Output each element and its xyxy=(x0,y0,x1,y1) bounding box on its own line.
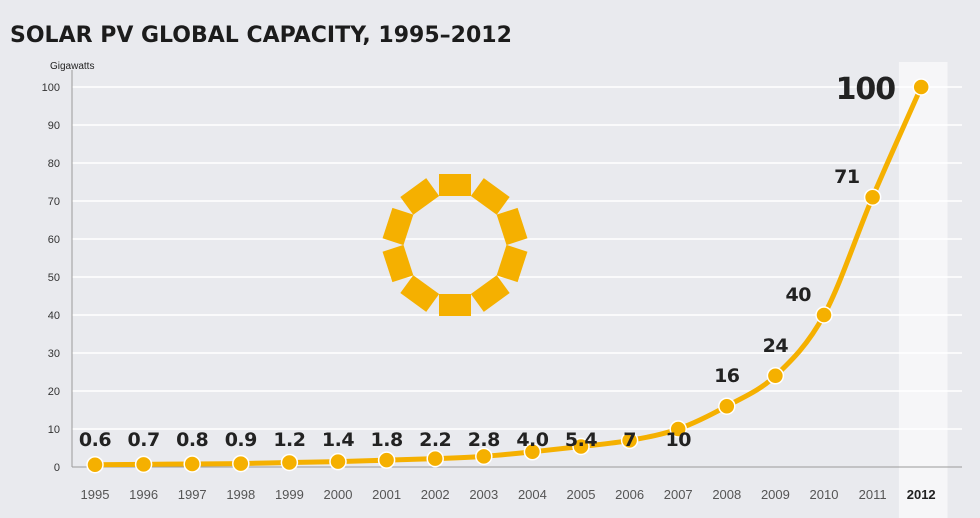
data-point-2010 xyxy=(815,306,833,324)
y-tick-label: 70 xyxy=(48,196,60,208)
highlight-band-2012 xyxy=(898,62,948,518)
chart-title: SOLAR PV GLOBAL CAPACITY, 1995–2012 xyxy=(10,23,512,48)
x-tick-label: 1998 xyxy=(226,487,255,502)
data-point-2008 xyxy=(718,397,736,415)
y-tick-label: 20 xyxy=(48,386,60,398)
x-tick-label: 2003 xyxy=(469,487,498,502)
x-tick-label: 1996 xyxy=(129,487,158,502)
y-tick-label: 30 xyxy=(48,348,60,360)
y-tick-label: 90 xyxy=(48,120,60,132)
sun-ray xyxy=(496,244,528,283)
data-point-2007 xyxy=(669,420,687,438)
sun-ray xyxy=(496,207,528,246)
data-label-2009: 24 xyxy=(763,335,789,357)
series-line-layer xyxy=(86,78,930,474)
y-tick-label: 0 xyxy=(54,462,60,474)
data-label-2011: 71 xyxy=(834,166,859,188)
data-label-1999: 1.2 xyxy=(273,429,305,451)
sun-ray xyxy=(439,174,471,196)
x-tick-label: 2002 xyxy=(421,487,450,502)
x-tick-label: 2005 xyxy=(567,487,596,502)
y-tick-label: 100 xyxy=(42,82,60,94)
y-tick-label: 50 xyxy=(48,272,60,284)
data-label-1995: 0.6 xyxy=(79,429,111,451)
data-point-1996 xyxy=(134,455,153,474)
sun-ray xyxy=(439,294,471,316)
data-point-1997 xyxy=(183,455,201,473)
data-point-1995 xyxy=(86,455,104,474)
axes: 0 10 20 30 40 50 60 70 80 90 100 1995 1996 1997 1998 19… xyxy=(42,70,962,502)
data-label-2001: 1.8 xyxy=(371,429,403,451)
x-tick-label: 2000 xyxy=(324,487,353,502)
data-point-1999 xyxy=(280,453,299,472)
x-tick-label: 2010 xyxy=(810,487,839,502)
data-point-2001 xyxy=(377,451,396,469)
sun-ray xyxy=(470,178,510,215)
x-tick-label: 2006 xyxy=(615,487,644,502)
y-tick-label: 60 xyxy=(48,234,60,246)
x-tick-label: 2012 xyxy=(907,487,936,502)
data-label-1996: 0.7 xyxy=(128,429,160,451)
x-tick-label: 2004 xyxy=(518,487,547,502)
data-point-2012 xyxy=(912,78,930,96)
data-point-2011 xyxy=(863,188,882,206)
x-tick-label: 1999 xyxy=(275,487,304,502)
data-label-2000: 1.4 xyxy=(322,429,354,451)
data-label-2004: 4.0 xyxy=(516,429,548,451)
x-tick-label: 2009 xyxy=(761,487,790,502)
data-label-2007: 10 xyxy=(665,429,691,451)
data-label-2003: 2.8 xyxy=(468,429,500,451)
data-labels: 0.6 0.7 0.8 0.9 1.2 1.4 1.8 2.2 2.8 4.0 5.4 7 10 16 24… xyxy=(79,72,896,451)
data-label-1997: 0.8 xyxy=(176,429,208,451)
data-label-2005: 5.4 xyxy=(565,429,597,451)
data-label-2010: 40 xyxy=(786,284,812,306)
data-point-1998 xyxy=(232,454,250,473)
y-tick-label: 40 xyxy=(48,310,60,322)
data-point-2002 xyxy=(426,449,444,468)
data-point-2000 xyxy=(329,452,347,471)
data-label-2008: 16 xyxy=(714,365,740,387)
sun-icon xyxy=(382,174,528,316)
data-point-2003 xyxy=(475,447,493,466)
data-point-2005 xyxy=(572,437,590,456)
sun-ray xyxy=(470,275,510,312)
x-tick-label: 1995 xyxy=(81,487,110,502)
y-tick-label: 80 xyxy=(48,158,60,170)
sun-ray xyxy=(400,178,440,215)
data-label-1998: 0.9 xyxy=(225,429,257,451)
data-point-2006 xyxy=(620,431,639,450)
x-tick-label: 2001 xyxy=(372,487,401,502)
y-tick-label: 10 xyxy=(48,424,60,436)
y-axis-unit-label: Gigawatts xyxy=(50,61,94,72)
data-point-2009 xyxy=(766,367,785,385)
x-tick-label: 2008 xyxy=(712,487,741,502)
data-label-2006: 7 xyxy=(623,429,636,451)
sun-ray xyxy=(382,207,414,246)
sun-ray xyxy=(382,244,414,283)
data-point-2004 xyxy=(523,443,542,461)
x-tick-label: 2007 xyxy=(664,487,693,502)
x-tick-label: 2011 xyxy=(859,487,887,502)
data-label-2002: 2.2 xyxy=(419,429,451,451)
x-tick-label: 1997 xyxy=(178,487,207,502)
data-label-2012: 100 xyxy=(836,72,896,107)
sun-ray xyxy=(400,275,440,312)
